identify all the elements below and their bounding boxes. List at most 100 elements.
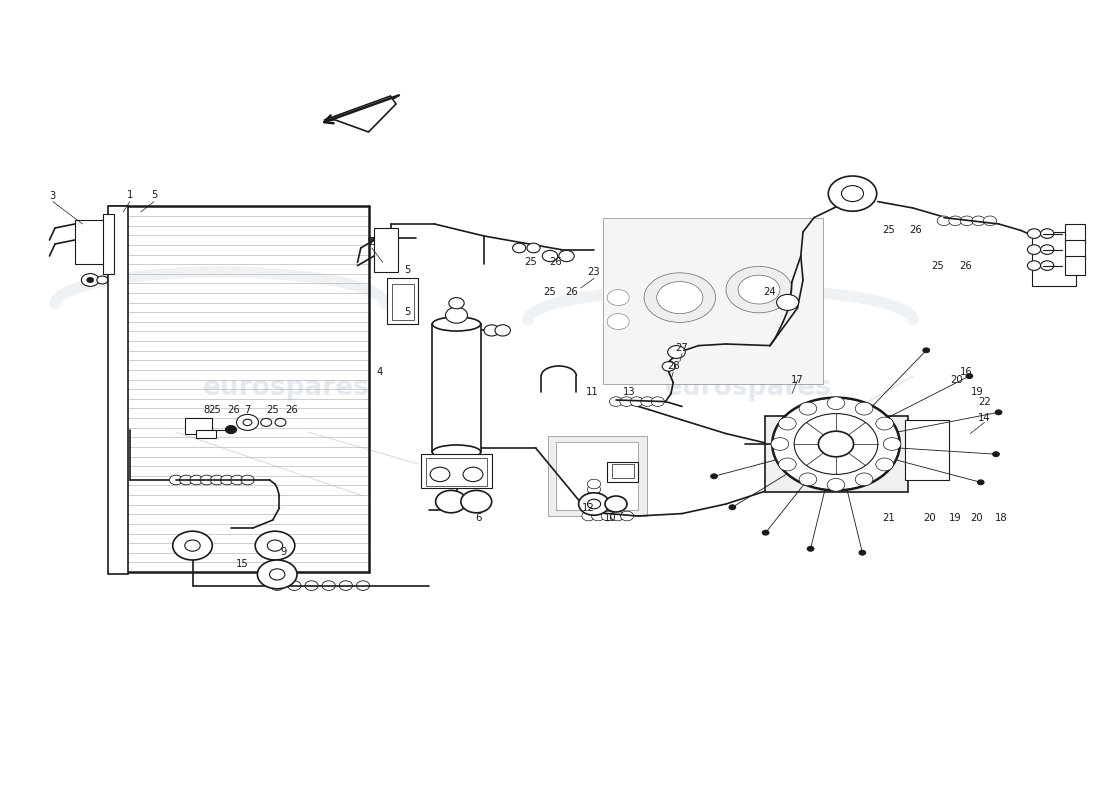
Circle shape (587, 485, 601, 494)
Circle shape (226, 426, 236, 434)
Circle shape (322, 581, 335, 590)
Circle shape (173, 531, 212, 560)
Bar (1032, 232, 1076, 286)
Circle shape (81, 274, 99, 286)
Text: 9: 9 (280, 547, 287, 557)
Circle shape (257, 560, 297, 589)
Circle shape (771, 438, 789, 450)
Circle shape (87, 278, 94, 282)
Ellipse shape (726, 266, 792, 313)
Bar (603, 218, 823, 384)
Circle shape (978, 480, 984, 485)
Circle shape (446, 307, 468, 323)
Circle shape (856, 402, 873, 415)
Text: 26: 26 (285, 405, 298, 414)
Text: 10: 10 (604, 514, 617, 523)
Bar (421, 454, 492, 488)
Bar (108, 206, 128, 574)
Text: 26: 26 (565, 287, 579, 297)
Circle shape (883, 438, 901, 450)
Circle shape (807, 546, 814, 551)
Text: 25: 25 (524, 258, 537, 267)
Circle shape (484, 325, 499, 336)
Circle shape (559, 250, 574, 262)
Circle shape (610, 511, 624, 521)
Circle shape (779, 458, 796, 471)
Text: 18: 18 (994, 514, 1008, 523)
Circle shape (267, 540, 283, 551)
Circle shape (620, 397, 634, 406)
Text: 23: 23 (587, 267, 601, 277)
Circle shape (97, 276, 108, 284)
Circle shape (190, 475, 204, 485)
Circle shape (463, 467, 483, 482)
Circle shape (288, 581, 301, 590)
Ellipse shape (644, 273, 715, 322)
Bar (1065, 224, 1085, 243)
Circle shape (582, 511, 595, 521)
Circle shape (1041, 261, 1054, 270)
Circle shape (270, 569, 285, 580)
Circle shape (772, 398, 900, 490)
Text: 19: 19 (970, 387, 983, 397)
Text: 27: 27 (675, 343, 689, 353)
Circle shape (389, 307, 403, 317)
Bar (1065, 240, 1085, 259)
Text: 7: 7 (244, 405, 251, 414)
Circle shape (1041, 245, 1054, 254)
Bar (387, 278, 418, 324)
Bar (432, 324, 481, 452)
Circle shape (799, 473, 816, 486)
Circle shape (983, 216, 997, 226)
Circle shape (662, 362, 675, 371)
Circle shape (818, 431, 854, 457)
Ellipse shape (657, 282, 703, 314)
Circle shape (799, 402, 816, 415)
Circle shape (668, 346, 685, 358)
Circle shape (339, 581, 352, 590)
Circle shape (601, 511, 614, 521)
Bar (426, 458, 487, 486)
Circle shape (275, 418, 286, 426)
Text: 5: 5 (404, 307, 410, 317)
Text: 2: 2 (368, 238, 375, 247)
Circle shape (972, 216, 986, 226)
Circle shape (777, 294, 799, 310)
Text: 12: 12 (582, 503, 595, 513)
Circle shape (729, 505, 736, 510)
Circle shape (923, 348, 930, 353)
Circle shape (185, 540, 200, 551)
Circle shape (255, 531, 295, 560)
Text: 25: 25 (543, 287, 557, 297)
Circle shape (960, 216, 974, 226)
Text: 26: 26 (227, 405, 240, 414)
Circle shape (200, 475, 213, 485)
Text: eurospares: eurospares (664, 375, 832, 401)
Circle shape (630, 397, 644, 406)
Text: 4: 4 (376, 367, 383, 377)
Circle shape (587, 479, 601, 489)
Circle shape (711, 474, 717, 478)
Circle shape (609, 397, 623, 406)
Bar (392, 284, 414, 320)
Text: eurospares: eurospares (202, 375, 370, 401)
Circle shape (827, 478, 845, 491)
Bar (75, 220, 108, 264)
Circle shape (827, 397, 845, 410)
Circle shape (495, 325, 510, 336)
Circle shape (389, 289, 403, 298)
Circle shape (587, 495, 601, 505)
Circle shape (937, 216, 950, 226)
Text: 22: 22 (978, 397, 991, 406)
Text: 14: 14 (978, 413, 991, 422)
Text: 24: 24 (763, 287, 777, 297)
Circle shape (236, 414, 258, 430)
Circle shape (243, 419, 252, 426)
Circle shape (966, 374, 972, 378)
Circle shape (856, 473, 873, 486)
Circle shape (389, 295, 403, 305)
Text: 16: 16 (959, 367, 972, 377)
Text: 20: 20 (923, 514, 936, 523)
Bar (196, 430, 216, 438)
Circle shape (169, 475, 183, 485)
